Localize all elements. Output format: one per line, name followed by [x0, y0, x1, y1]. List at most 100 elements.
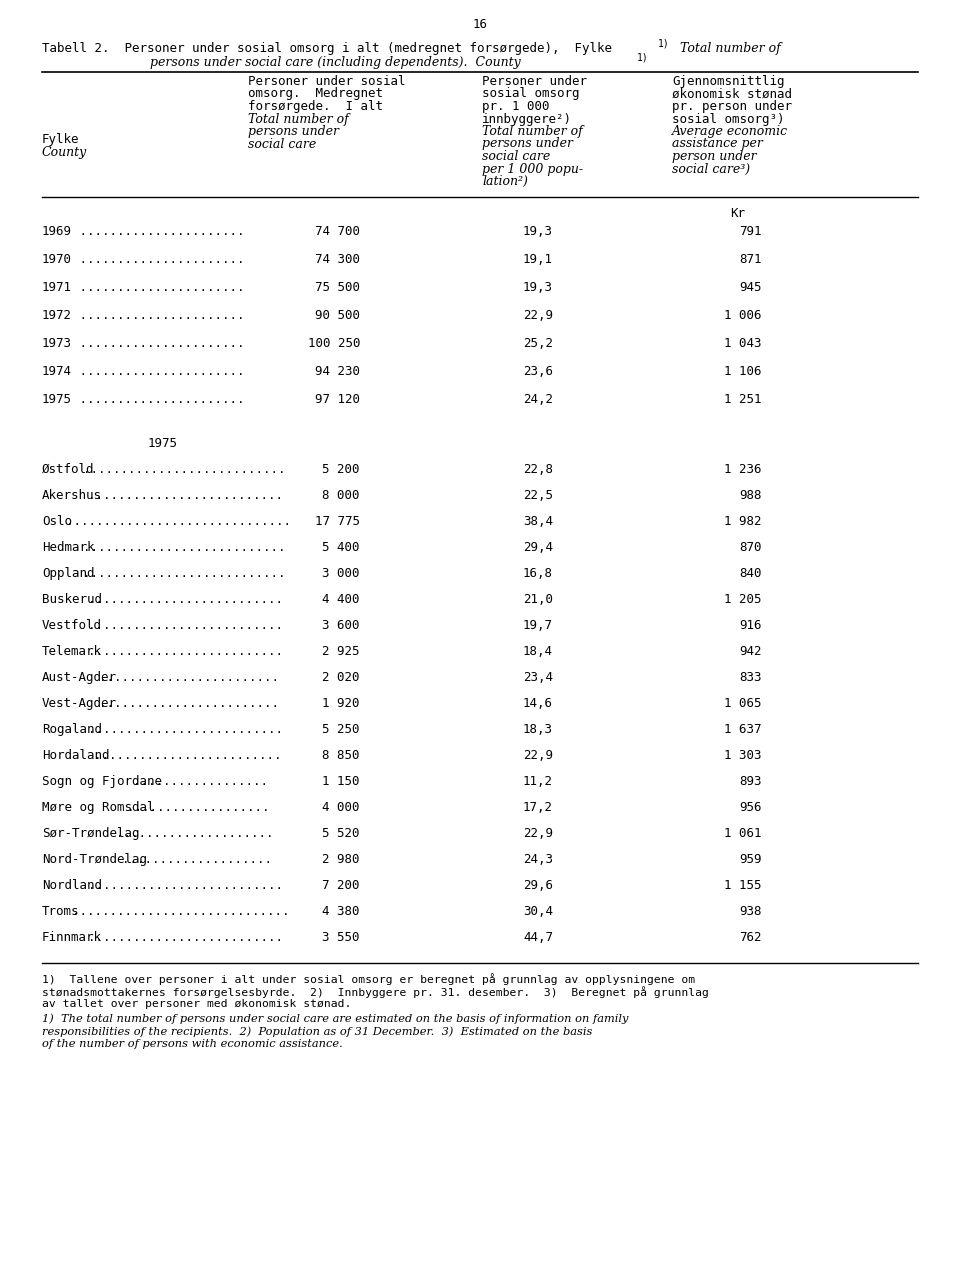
Text: Average economic: Average economic	[672, 125, 788, 137]
Text: 791: 791	[739, 225, 762, 238]
Text: 22,8: 22,8	[523, 464, 553, 476]
Text: County: County	[42, 146, 87, 159]
Text: 19,3: 19,3	[523, 281, 553, 294]
Text: 1 236: 1 236	[725, 464, 762, 476]
Text: ..............................: ..............................	[66, 515, 291, 528]
Text: ......................: ......................	[72, 253, 245, 266]
Text: 94 230: 94 230	[315, 365, 360, 377]
Text: 956: 956	[739, 801, 762, 814]
Text: Personer under: Personer under	[482, 74, 587, 89]
Text: ......................: ......................	[72, 393, 245, 406]
Text: 11,2: 11,2	[523, 776, 553, 788]
Text: 14,6: 14,6	[523, 697, 553, 710]
Text: .........................: .........................	[94, 749, 281, 761]
Text: 90 500: 90 500	[315, 309, 360, 322]
Text: 762: 762	[739, 931, 762, 944]
Text: per 1 000 popu-: per 1 000 popu-	[482, 163, 583, 176]
Text: ..........................: ..........................	[88, 931, 283, 944]
Text: 29,4: 29,4	[523, 541, 553, 553]
Text: ......................: ......................	[72, 309, 245, 322]
Text: 7 200: 7 200	[323, 880, 360, 892]
Text: 3 000: 3 000	[323, 568, 360, 580]
Text: 17,2: 17,2	[523, 801, 553, 814]
Text: 16: 16	[472, 18, 488, 31]
Text: of the number of persons with economic assistance.: of the number of persons with economic a…	[42, 1039, 343, 1049]
Text: lation²): lation²)	[482, 175, 528, 187]
Text: pr. 1 000: pr. 1 000	[482, 100, 549, 113]
Text: Total number of: Total number of	[248, 113, 348, 126]
Text: ...........................: ...........................	[83, 568, 285, 580]
Text: 22,9: 22,9	[523, 749, 553, 761]
Text: ..........................: ..........................	[88, 645, 283, 657]
Text: 1970: 1970	[42, 253, 72, 266]
Text: 23,6: 23,6	[523, 365, 553, 377]
Text: 1973: 1973	[42, 336, 72, 351]
Text: 1 150: 1 150	[323, 776, 360, 788]
Text: 100 250: 100 250	[307, 336, 360, 351]
Text: ..........................: ..........................	[88, 489, 283, 502]
Text: 1)  Tallene over personer i alt under sosial omsorg er beregnet på grunnlag av o: 1) Tallene over personer i alt under sos…	[42, 973, 695, 985]
Text: 74 300: 74 300	[315, 253, 360, 266]
Text: ..........................: ..........................	[88, 880, 283, 892]
Text: Hordaland: Hordaland	[42, 749, 109, 761]
Text: 988: 988	[739, 489, 762, 502]
Text: Finnmark: Finnmark	[42, 931, 102, 944]
Text: .....................: .....................	[116, 827, 274, 840]
Text: ..................: ..................	[132, 776, 268, 788]
Text: 8 000: 8 000	[323, 489, 360, 502]
Text: Rogaland: Rogaland	[42, 723, 102, 736]
Text: ......................: ......................	[72, 365, 245, 377]
Text: Tabell 2.  Personer under sosial omsorg i alt (medregnet forsørgede),  Fylke: Tabell 2. Personer under sosial omsorg i…	[42, 42, 612, 55]
Text: 945: 945	[739, 281, 762, 294]
Text: 2 980: 2 980	[323, 853, 360, 865]
Text: Nord-Trøndelag: Nord-Trøndelag	[42, 853, 147, 865]
Text: ...........................: ...........................	[83, 541, 285, 553]
Text: social care: social care	[482, 150, 550, 163]
Text: 5 520: 5 520	[323, 827, 360, 840]
Text: 833: 833	[739, 672, 762, 684]
Text: 1975: 1975	[42, 393, 72, 406]
Text: Gjennomsnittlig: Gjennomsnittlig	[672, 74, 784, 89]
Text: 1): 1)	[637, 51, 649, 62]
Text: Aust-Agder: Aust-Agder	[42, 672, 117, 684]
Text: Akershus: Akershus	[42, 489, 102, 502]
Text: 1 251: 1 251	[725, 393, 762, 406]
Text: 1 155: 1 155	[725, 880, 762, 892]
Text: ..........................: ..........................	[88, 723, 283, 736]
Text: 17 775: 17 775	[315, 515, 360, 528]
Text: ......................: ......................	[72, 225, 245, 238]
Text: Sogn og Fjordane: Sogn og Fjordane	[42, 776, 162, 788]
Text: social care³): social care³)	[672, 163, 750, 176]
Text: 44,7: 44,7	[523, 931, 553, 944]
Text: 3 600: 3 600	[323, 619, 360, 632]
Text: sosial omsorg³): sosial omsorg³)	[672, 113, 784, 126]
Text: ..........................: ..........................	[88, 619, 283, 632]
Text: 1 106: 1 106	[725, 365, 762, 377]
Text: 38,4: 38,4	[523, 515, 553, 528]
Text: 21,0: 21,0	[523, 593, 553, 606]
Text: 916: 916	[739, 619, 762, 632]
Text: 1 303: 1 303	[725, 749, 762, 761]
Text: 18,4: 18,4	[523, 645, 553, 657]
Text: 30,4: 30,4	[523, 905, 553, 918]
Text: 959: 959	[739, 853, 762, 865]
Text: økonomisk stønad: økonomisk stønad	[672, 87, 792, 100]
Text: 1 043: 1 043	[725, 336, 762, 351]
Text: Total number of: Total number of	[672, 42, 780, 55]
Text: Nordland: Nordland	[42, 880, 102, 892]
Text: person under: person under	[672, 150, 756, 163]
Text: 16,8: 16,8	[523, 568, 553, 580]
Text: Kr: Kr	[730, 207, 745, 220]
Text: av tallet over personer med økonomisk stønad.: av tallet over personer med økonomisk st…	[42, 999, 351, 1009]
Text: 840: 840	[739, 568, 762, 580]
Text: Fylke: Fylke	[42, 134, 80, 146]
Text: 942: 942	[739, 645, 762, 657]
Text: 4 400: 4 400	[323, 593, 360, 606]
Text: 4 380: 4 380	[323, 905, 360, 918]
Text: 1 061: 1 061	[725, 827, 762, 840]
Text: pr. person under: pr. person under	[672, 100, 792, 113]
Text: 1 920: 1 920	[323, 697, 360, 710]
Text: 24,3: 24,3	[523, 853, 553, 865]
Text: 18,3: 18,3	[523, 723, 553, 736]
Text: 1972: 1972	[42, 309, 72, 322]
